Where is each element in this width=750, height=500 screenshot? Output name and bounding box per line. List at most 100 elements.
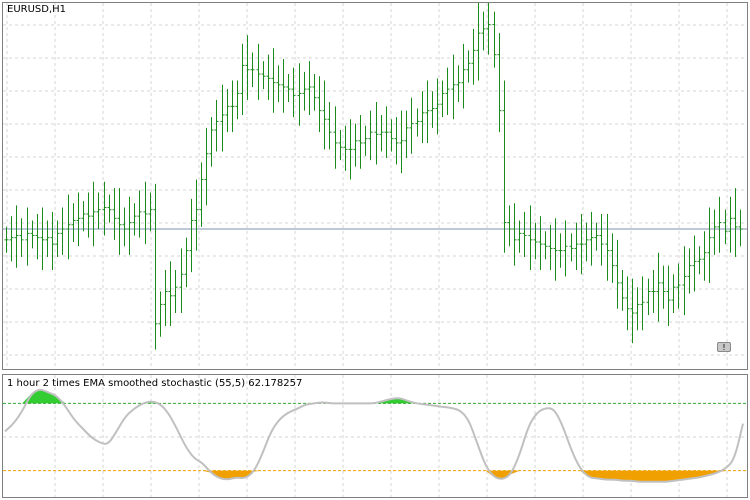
price-bar	[76, 192, 81, 247]
price-bar	[245, 35, 250, 100]
price-bar	[656, 252, 661, 322]
price-bar	[425, 80, 430, 143]
price-bar	[594, 222, 599, 251]
price-bar	[451, 54, 456, 120]
price-bar	[533, 222, 538, 260]
price-bar	[569, 233, 574, 262]
price-bar	[158, 291, 163, 337]
price-bar	[440, 80, 445, 118]
price-bar	[40, 207, 45, 270]
price-bar	[707, 207, 712, 283]
price-bar	[445, 67, 450, 115]
price-bar	[266, 54, 271, 100]
price-bar	[676, 263, 681, 309]
price-bar	[338, 130, 343, 161]
price-bar	[456, 65, 461, 103]
price-bar	[250, 52, 255, 87]
overbought-fill	[5, 388, 743, 404]
price-bar	[91, 181, 96, 247]
price-bar	[194, 179, 199, 251]
price-bar	[712, 209, 717, 255]
price-bar	[415, 108, 420, 137]
price-bar	[117, 188, 122, 255]
price-bar	[60, 207, 65, 255]
price-bar	[697, 246, 702, 275]
indicator-pane[interactable]: 1 hour 2 times EMA smoothed stochastic (…	[2, 374, 748, 498]
price-bar	[640, 276, 645, 331]
price-bar	[173, 269, 178, 314]
price-bar	[271, 48, 276, 113]
price-bar	[132, 203, 137, 236]
price-bar	[471, 28, 476, 85]
price-bar	[461, 43, 466, 109]
price-bar	[122, 207, 127, 247]
price-bar	[312, 74, 317, 111]
price-bar	[651, 269, 656, 314]
price-bar	[497, 33, 502, 133]
price-bar	[66, 194, 71, 260]
price-bar	[420, 91, 425, 143]
price-bar	[343, 125, 348, 171]
price-bar	[430, 91, 435, 128]
price-bar	[717, 196, 722, 253]
price-bar	[9, 216, 14, 262]
price-bar	[646, 278, 651, 316]
price-bar	[143, 181, 148, 245]
price-bar	[399, 110, 404, 174]
price-bar	[86, 192, 91, 238]
price-bar	[235, 80, 240, 120]
price-bar	[25, 207, 30, 266]
price-bar	[353, 123, 358, 167]
price-bar	[153, 183, 158, 350]
price-bar	[687, 248, 692, 294]
price-bar	[517, 220, 522, 253]
price-bar	[220, 84, 225, 152]
price-bar	[261, 61, 266, 90]
price-bar	[368, 110, 373, 161]
price-bar	[322, 80, 327, 150]
price-bar	[723, 209, 728, 245]
price-bar	[630, 278, 635, 344]
price-bar	[4, 226, 9, 253]
indicator-title: 1 hour 2 times EMA smoothed stochastic (…	[7, 378, 303, 389]
price-bar	[81, 201, 86, 232]
price-bar	[179, 248, 184, 314]
stochastic-chart-svg	[3, 375, 747, 497]
price-bar	[302, 71, 307, 111]
price-bar	[168, 261, 173, 326]
price-bar	[35, 213, 40, 260]
price-bar	[563, 220, 568, 277]
price-bar	[635, 287, 640, 331]
price-bar	[522, 211, 527, 258]
price-bar	[507, 205, 512, 247]
price-bar	[481, 11, 486, 51]
price-bar	[107, 194, 112, 223]
alert-exclamation-icon[interactable]: !	[717, 342, 731, 352]
price-bar	[291, 67, 296, 118]
price-bar	[199, 162, 204, 227]
price-bar	[666, 265, 671, 326]
price-bar	[625, 276, 630, 331]
price-bar	[230, 80, 235, 133]
main-price-pane[interactable]: EURUSD,H1 !	[2, 2, 748, 370]
price-bar	[553, 218, 558, 281]
price-bar	[615, 239, 620, 309]
price-bar	[184, 237, 189, 288]
price-bar	[389, 119, 394, 152]
price-bar	[605, 213, 610, 281]
price-bar	[661, 265, 666, 309]
price-bar	[137, 190, 142, 238]
price-bar	[348, 119, 353, 180]
price-chart-svg	[3, 3, 747, 369]
price-bar	[558, 233, 563, 268]
price-bar	[728, 196, 733, 253]
price-bar	[333, 106, 338, 169]
price-bar	[502, 80, 507, 253]
price-bar	[733, 188, 738, 258]
price-bar	[620, 269, 625, 311]
price-bar	[692, 235, 697, 292]
price-bar	[374, 102, 379, 165]
price-bar	[610, 233, 615, 283]
price-bar	[19, 218, 24, 258]
